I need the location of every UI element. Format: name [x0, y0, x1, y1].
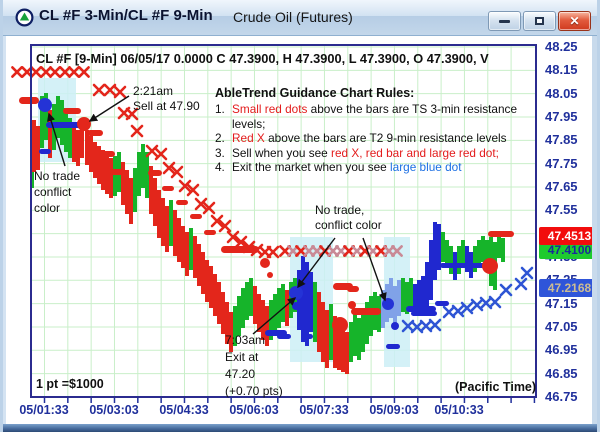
y-axis-label: 48.15 [545, 62, 578, 78]
y-axis-label: 47.65 [545, 178, 578, 194]
y-axis-label: 48.05 [545, 85, 578, 101]
rule-item: 3. Sell when you see red X, red bar and … [215, 145, 499, 160]
minimize-icon [499, 19, 510, 23]
window-right-edge [592, 36, 597, 424]
x-axis-label: 05/07:33 [299, 403, 349, 417]
x-axis-label: 05/06:03 [229, 403, 279, 417]
title-bar[interactable]: CL #F 3-Min/CL #F 9-Min Crude Oil (Futur… [3, 0, 597, 36]
timezone-label: (Pacific Time) [455, 380, 537, 394]
price-badge-blue: 47.2168 [539, 279, 597, 297]
close-icon: ✕ [569, 14, 580, 28]
guidance-rules: AbleTrend Guidance Chart Rules: 1. Small… [215, 86, 539, 175]
minimize-button[interactable] [488, 11, 521, 31]
y-axis-label: 46.75 [545, 388, 578, 404]
annotation-no-trade-mid: No trade, conflict color [315, 203, 382, 232]
quote-header: CL #F [9-Min] 06/05/17 0.0000 C 47.3900,… [36, 51, 489, 66]
rule-item: 1. Small red dots above the bars are TS … [215, 102, 518, 131]
window-title: CL #F 3-Min/CL #F 9-Min [39, 7, 213, 24]
point-value-label: 1 pt =$1000 [36, 377, 104, 391]
restore-icon [535, 17, 544, 25]
abletrend-logo-icon [15, 8, 34, 32]
y-axis-label: 47.75 [545, 155, 578, 171]
y-axis-label: 47.55 [545, 202, 578, 218]
y-axis-label: 48.25 [545, 39, 578, 54]
x-axis-label: 05/09:03 [369, 403, 419, 417]
y-axis-label: 47.85 [545, 132, 578, 148]
window-bottom-edge [3, 424, 597, 432]
rules-title: AbleTrend Guidance Chart Rules: [215, 86, 415, 100]
price-badge-green: 47.4100 [539, 241, 597, 259]
y-axis-label: 46.85 [545, 365, 578, 381]
window-subtitle: Crude Oil (Futures) [233, 9, 353, 25]
rule-item: 2. Red X above the bars are T2 9-min res… [215, 131, 507, 146]
x-axis-label: 05/04:33 [159, 403, 209, 417]
rule-item: 4. Exit the market when you see large bl… [215, 160, 462, 175]
price-badge-red: 47.4513 [539, 227, 597, 245]
price-chart[interactable] [3, 0, 600, 432]
window-left-edge [3, 36, 6, 424]
restore-button[interactable] [523, 11, 556, 31]
x-axis-label: 05/10:33 [434, 403, 484, 417]
x-axis-label: 05/03:03 [89, 403, 139, 417]
y-axis-label: 47.95 [545, 108, 578, 124]
close-button[interactable]: ✕ [558, 11, 591, 31]
annotation-exit: 7:03am Exit at 47.20 (+0.70 pts) [225, 333, 283, 398]
x-axis-label: 05/01:33 [19, 403, 69, 417]
y-axis-label: 47.05 [545, 318, 578, 334]
y-axis-label: 46.95 [545, 342, 578, 358]
y-axis-label: 47.15 [545, 295, 578, 311]
annotation-sell: 2:21am Sell at 47.90 [133, 84, 200, 113]
annotation-no-trade-left: No trade conflict color [34, 169, 81, 215]
window-controls: ✕ [488, 11, 591, 31]
